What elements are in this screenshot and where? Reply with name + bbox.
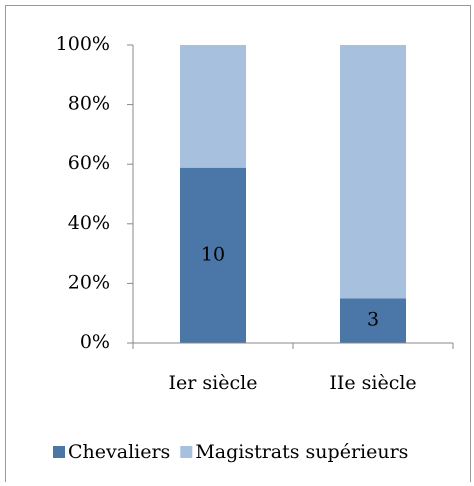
legend-swatch — [53, 446, 65, 458]
x-tick-label: IIe siècle — [329, 372, 416, 394]
bar-segment — [340, 45, 406, 299]
y-tick-label: 60% — [68, 152, 110, 174]
y-tick-label: 40% — [68, 212, 110, 234]
data-label: 3 — [367, 309, 379, 331]
y-tick-label: 80% — [68, 93, 110, 115]
data-label: 10 — [201, 243, 225, 265]
legend-swatch — [180, 446, 193, 458]
y-tick-label: 0% — [80, 331, 110, 353]
y-tick-label: 20% — [68, 271, 110, 293]
y-tick-label: 100% — [56, 33, 110, 55]
legend-label: Magistrats supérieurs — [195, 441, 408, 463]
x-tick-label: Ier siècle — [169, 372, 258, 394]
bar-segment — [180, 45, 246, 168]
legend-label: Chevaliers — [68, 441, 170, 463]
bar-segment — [180, 167, 246, 343]
bar-segment — [340, 298, 406, 343]
